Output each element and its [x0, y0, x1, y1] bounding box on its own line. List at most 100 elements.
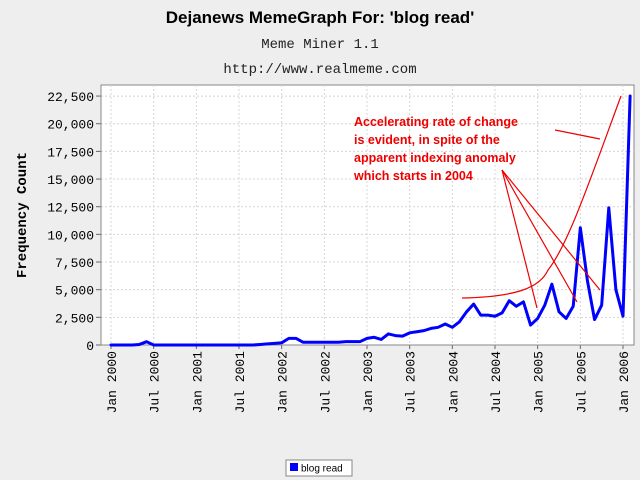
- data-point: [131, 344, 134, 346]
- y-tick-label: 7,500: [55, 256, 94, 271]
- x-tick-label: Jan 2002: [276, 351, 291, 413]
- data-point: [615, 288, 617, 291]
- data-point: [259, 343, 262, 346]
- y-axis: 0 2,500 5,000 7,500 10,000 12,500 15,000 17,500…: [47, 85, 102, 354]
- x-tick-label: Jan 2004: [446, 351, 461, 414]
- data-point: [195, 344, 198, 346]
- data-point: [138, 343, 141, 346]
- legend-box: [285, 459, 353, 477]
- x-tick-label: Jul 2001: [233, 351, 248, 414]
- data-point: [344, 340, 347, 343]
- data-point: [551, 283, 553, 285]
- x-tick-label: Jan 2005: [532, 351, 547, 413]
- data-point: [174, 344, 176, 346]
- annotation-pointer-line: [501, 169, 538, 309]
- data-point: [586, 280, 589, 282]
- data-point: [565, 317, 567, 320]
- y-tick-label: 17,500: [47, 145, 94, 160]
- annotation-text-line: which starts in 2004: [353, 169, 473, 183]
- data-point: [430, 327, 432, 330]
- data-point: [494, 315, 496, 318]
- y-tick-label: 20,000: [47, 118, 94, 133]
- y-tick-label: 22,500: [47, 90, 94, 105]
- y-tick-label: 5,000: [55, 284, 94, 299]
- data-point: [451, 326, 454, 329]
- chart-subtitle: Meme Miner 1.1: [261, 37, 379, 53]
- data-point: [323, 341, 326, 344]
- data-point: [415, 330, 418, 333]
- data-point: [579, 226, 582, 229]
- data-point: [209, 344, 212, 346]
- annotation-pointer-line: [554, 129, 601, 140]
- data-point: [202, 344, 205, 346]
- legend: blog read: [285, 459, 353, 477]
- data-point: [330, 341, 333, 344]
- annotation-pointer-line: [501, 169, 578, 303]
- x-tick-label: Jan 2006: [617, 351, 632, 413]
- data-point: [351, 340, 354, 343]
- data-point: [408, 332, 411, 334]
- data-point: [238, 344, 240, 346]
- data-point: [145, 340, 148, 343]
- data-point: [245, 344, 247, 346]
- data-point: [231, 344, 233, 346]
- data-point: [380, 338, 383, 341]
- data-point: [216, 344, 219, 346]
- data-point: [337, 341, 340, 344]
- y-tick-label: 2,500: [55, 311, 94, 326]
- data-point: [394, 334, 397, 337]
- chart-title: Dejanews MemeGraph For: 'blog read': [166, 8, 474, 27]
- data-point: [401, 335, 404, 337]
- data-point: [607, 207, 610, 209]
- data-point: [501, 312, 503, 314]
- legend-label: blog read: [301, 464, 343, 475]
- series-group: [109, 94, 632, 347]
- data-point: [373, 336, 375, 339]
- data-point: [181, 344, 183, 346]
- data-point: [536, 317, 539, 320]
- data-point: [302, 341, 304, 344]
- data-point: [366, 337, 368, 340]
- data-point: [472, 303, 475, 305]
- annotation-pointer-line: [501, 169, 601, 291]
- x-tick-label: Jul 2003: [404, 351, 419, 413]
- x-tick-label: Jul 2004: [489, 351, 504, 414]
- data-point: [309, 341, 311, 344]
- data-point: [437, 326, 439, 329]
- data-point: [622, 315, 624, 318]
- data-point: [188, 344, 191, 346]
- data-point: [124, 344, 127, 346]
- data-point: [529, 324, 532, 326]
- data-point: [515, 305, 518, 308]
- data-point: [423, 329, 425, 332]
- chart-source-url: http://www.realmeme.com: [223, 62, 416, 78]
- data-point: [359, 340, 361, 343]
- data-point: [522, 301, 525, 303]
- y-tick-label: 12,500: [47, 201, 94, 216]
- data-point: [629, 95, 631, 97]
- data-point: [465, 311, 468, 313]
- grid: [101, 85, 634, 346]
- x-tick-label: Jul 2005: [574, 351, 589, 413]
- data-point: [152, 344, 155, 346]
- y-tick-label: 15,000: [47, 173, 94, 188]
- x-tick-label: Jan 2001: [190, 351, 205, 414]
- data-point: [508, 299, 511, 302]
- data-point: [572, 305, 575, 308]
- annotation-text-line: Accelerating rate of change: [354, 115, 518, 129]
- data-point: [167, 344, 169, 346]
- data-point: [479, 314, 482, 316]
- data-point: [458, 320, 461, 323]
- y-axis-label: Frequency Count: [15, 152, 31, 278]
- annotation-group: Accelerating rate of change is evident, i…: [353, 95, 622, 309]
- series-line-blog-read: [109, 94, 632, 347]
- data-point: [387, 333, 390, 335]
- annotation-text-line: is evident, in spite of the: [354, 133, 500, 147]
- data-point: [593, 318, 596, 321]
- data-point: [266, 343, 269, 345]
- data-point: [159, 344, 162, 346]
- data-point: [280, 341, 283, 344]
- x-tick-label: Jul 2000: [148, 351, 163, 413]
